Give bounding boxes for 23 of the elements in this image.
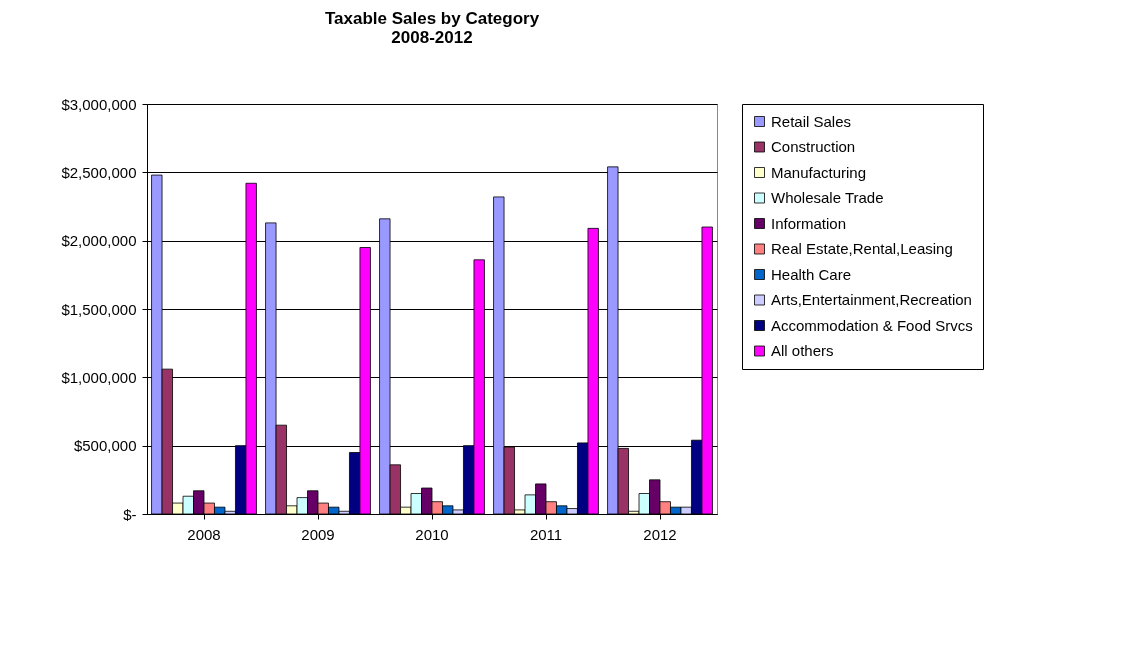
legend-label: Health Care xyxy=(771,265,852,283)
y-tick-label: $2,500,000 xyxy=(61,163,137,181)
legend-label: Manufacturing xyxy=(771,163,867,181)
x-tick-label: 2008 xyxy=(187,525,221,543)
y-tick-label: $1,000,000 xyxy=(61,368,137,386)
legend-label: Arts,Entertainment,Recreation xyxy=(771,291,972,308)
legend-label: All others xyxy=(771,342,834,359)
x-tick-label: 2011 xyxy=(529,525,563,543)
x-tick-label: 2009 xyxy=(301,525,335,543)
legend-label: Wholesale Trade xyxy=(771,189,884,206)
y-tick-label: $2,000,000 xyxy=(61,232,137,250)
legend-label: Construction xyxy=(771,138,856,155)
y-tick-label: $3,000,000 xyxy=(61,95,137,113)
chart-title: Taxable Sales by Category 2008-2012 xyxy=(324,9,540,47)
x-tick-label: 2012 xyxy=(643,525,677,543)
x-tick-label: 2010 xyxy=(415,525,449,543)
y-tick-label: $500,000 xyxy=(73,437,137,455)
y-tick-label: $1,500,000 xyxy=(61,300,137,318)
y-tick-label: $- xyxy=(123,505,137,523)
legend-label: Retail Sales xyxy=(771,112,852,130)
legend-label: Real Estate,Rental,Leasing xyxy=(771,240,953,257)
legend-label: Information xyxy=(771,214,847,232)
legend-label: Accommodation & Food Srvcs xyxy=(771,316,973,334)
